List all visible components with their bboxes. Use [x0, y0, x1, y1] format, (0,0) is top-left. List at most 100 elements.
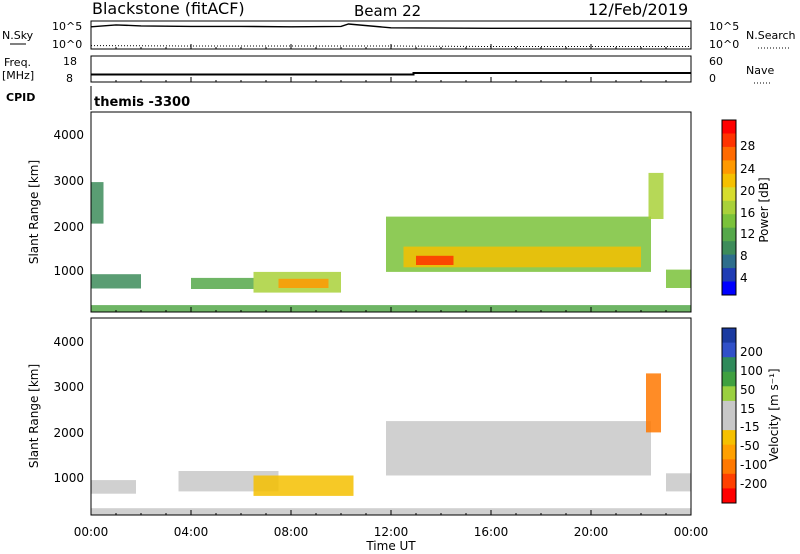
colorbar-swatch	[722, 241, 736, 256]
noise-sky-series	[90, 23, 691, 29]
noise-right-tick-bottom: 10^0	[709, 38, 739, 51]
power-ylabel: Slant Range [km]	[27, 160, 41, 264]
data-region	[648, 172, 664, 219]
freq-left-tick-top: 18	[63, 55, 77, 68]
velocity-cb-tick-200: 200	[740, 345, 763, 359]
xtick-2000: 20:00	[574, 525, 609, 539]
cpid-panel: CPID themis -3300	[6, 86, 190, 110]
colorbar-swatch	[722, 281, 736, 296]
power-cb-tick-8: 8	[740, 249, 748, 263]
data-region	[91, 274, 141, 289]
velocity-ylabel: Slant Range [km]	[27, 364, 41, 468]
colorbar-swatch	[722, 473, 736, 489]
colorbar-swatch	[722, 227, 736, 242]
data-region	[403, 246, 641, 268]
xtick-1600: 16:00	[474, 525, 509, 539]
colorbar-swatch	[722, 160, 736, 175]
velocity-cb-tick-m50: -50	[740, 439, 760, 453]
colorbar-swatch	[722, 430, 736, 446]
power-cb-tick-20: 20	[740, 184, 755, 198]
noise-left-label: N.Sky	[2, 29, 34, 42]
velocity-ytick-2000: 2000	[53, 426, 84, 440]
velocity-cb-tick-50: 50	[740, 383, 755, 397]
data-region	[253, 475, 354, 496]
xaxis-label: Time UT	[365, 539, 416, 553]
power-panel: Slant Range [km] 4000 3000 2000 1000 Pow…	[27, 111, 771, 313]
data-region	[646, 373, 661, 433]
noise-right-label: N.Search	[746, 29, 796, 42]
colorbar-swatch	[722, 400, 736, 416]
station-title: Blackstone (fitACF)	[92, 0, 245, 18]
velocity-ytick-1000: 1000	[53, 471, 84, 485]
velocity-colorbar-frame	[721, 327, 737, 504]
cpid-label: CPID	[6, 91, 35, 104]
freq-right-tick-bottom: 0	[709, 72, 716, 85]
power-cb-tick-12: 12	[740, 227, 755, 241]
velocity-panel: Slant Range [km] 4000 3000 2000 1000 Vel…	[27, 317, 781, 516]
colorbar-swatch	[722, 187, 736, 202]
velocity-cb-tick-100: 100	[740, 364, 763, 378]
date-title: 12/Feb/2019	[588, 0, 688, 19]
data-region	[91, 480, 136, 494]
power-colorbar-frame	[721, 119, 737, 296]
noise-left-tick-bottom: 10^0	[52, 38, 82, 51]
colorbar-swatch	[722, 254, 736, 269]
velocity-cb-tick-15: 15	[740, 402, 755, 416]
colorbar-swatch	[722, 415, 736, 431]
power-panel-frame	[90, 111, 692, 313]
colorbar-swatch	[722, 386, 736, 402]
power-cb-tick-16: 16	[740, 206, 755, 220]
velocity-colorbar-label: Velocity [m s⁻¹]	[767, 368, 781, 461]
data-region	[416, 255, 454, 265]
xtick-0400: 04:00	[174, 525, 209, 539]
beam-title: Beam 22	[354, 2, 421, 20]
cpid-program: themis -3300	[94, 95, 190, 110]
power-cb-tick-24: 24	[740, 162, 755, 176]
freq-left-tick-bottom: 8	[66, 72, 73, 85]
velocity-cb-tick-m100: -100	[740, 458, 767, 472]
noise-panel: N.Sky 10^5 10^0 10^5 10^0 N.Search	[2, 20, 796, 51]
data-region	[91, 182, 104, 224]
power-cb-tick-28: 28	[740, 139, 755, 153]
colorbar-swatch	[722, 357, 736, 373]
colorbar-swatch	[722, 173, 736, 188]
velocity-colorbar	[722, 328, 736, 504]
freq-panel: Freq. [MHz] 18 8 60 0 Nave	[2, 55, 774, 85]
colorbar-swatch	[722, 328, 736, 344]
colorbar-swatch	[722, 200, 736, 215]
data-region	[191, 277, 254, 289]
xtick-1200: 12:00	[374, 525, 409, 539]
data-region	[386, 421, 651, 476]
power-cb-tick-4: 4	[740, 271, 748, 285]
power-heatmap	[91, 172, 691, 312]
power-ytick-3000: 3000	[53, 174, 84, 188]
colorbar-swatch	[722, 488, 736, 504]
freq-right-tick-top: 60	[709, 55, 723, 68]
xtick-0000: 00:00	[74, 525, 109, 539]
colorbar-swatch	[722, 444, 736, 460]
colorbar-swatch	[722, 371, 736, 387]
data-region	[278, 278, 329, 288]
xtick-2400: 00:00	[674, 525, 709, 539]
noise-left-tick-top: 10^5	[52, 20, 82, 33]
power-ytick-2000: 2000	[53, 220, 84, 234]
colorbar-swatch	[722, 342, 736, 358]
velocity-ytick-3000: 3000	[53, 380, 84, 394]
velocity-heatmap	[91, 373, 691, 515]
data-region	[666, 269, 691, 288]
power-ytick-1000: 1000	[53, 264, 84, 278]
colorbar-swatch	[722, 214, 736, 229]
colorbar-swatch	[722, 459, 736, 475]
power-colorbar-label: Power [dB]	[757, 177, 771, 242]
colorbar-swatch	[722, 146, 736, 161]
nave-right-label: Nave	[746, 64, 774, 77]
power-ytick-4000: 4000	[53, 128, 84, 142]
colorbar-swatch	[722, 268, 736, 283]
velocity-cb-tick-m200: -200	[740, 477, 767, 491]
data-region	[666, 473, 691, 492]
velocity-ytick-4000: 4000	[53, 335, 84, 349]
power-colorbar	[722, 120, 736, 296]
colorbar-swatch	[722, 133, 736, 148]
time-axis: 00:00 04:00 08:00 12:00 16:00 20:00 00:0…	[74, 525, 709, 553]
